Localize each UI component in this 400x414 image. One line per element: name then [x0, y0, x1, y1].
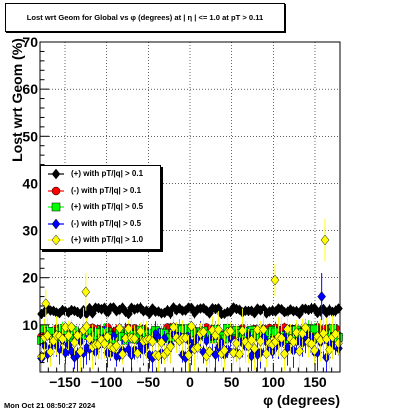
series-4-point	[205, 346, 214, 358]
series-4-point	[82, 321, 91, 332]
series-4-point	[148, 336, 157, 347]
timestamp: Mon Oct 21 08:50:27 2024	[4, 401, 96, 410]
x-tick-label-3: 0	[186, 374, 194, 390]
y-tick-label-3: 40	[22, 175, 38, 191]
legend-label-2: (+) with pT/|q| > 0.5	[71, 202, 144, 211]
legend-entry-1: (-) with pT/|q| > 0.1	[41, 183, 160, 199]
legend-marker-4	[48, 234, 64, 246]
series-4-point	[130, 333, 139, 344]
y-tick-label-5: 60	[22, 81, 38, 97]
x-tick-label-2: −50	[136, 374, 160, 390]
series-4-spike-point-1	[270, 274, 280, 286]
series-4-point	[277, 332, 286, 344]
series-4-spike-point-3	[81, 286, 91, 298]
legend-marker-2	[48, 202, 64, 212]
series-4-spike-point-0	[320, 234, 330, 246]
legend-label-1: (-) with pT/|q| > 0.1	[71, 185, 142, 195]
x-tick-label-0: −150	[49, 374, 81, 390]
series-4-point	[259, 324, 268, 335]
series-4	[37, 218, 343, 372]
series-4-point	[295, 345, 304, 357]
y-tick-label-6: 70	[22, 34, 38, 50]
y-tick-label-1: 20	[22, 270, 38, 286]
x-axis-label: φ (degrees)	[263, 392, 340, 408]
series-4-point	[166, 341, 175, 352]
x-tick-label-4: 50	[224, 374, 240, 390]
legend-entry-3: (-) with pT/|q| > 0.5	[41, 216, 160, 232]
legend-marker-0	[48, 168, 64, 180]
legend-entry-0: (+) with pT/|q| > 0.1	[41, 166, 160, 182]
legend-entry-4: (+) with pT/|q| > 1.0	[41, 232, 160, 248]
x-tick-label-6: 150	[303, 374, 327, 390]
series-4-point	[199, 326, 208, 338]
series-0	[37, 302, 343, 320]
legend-marker-3	[48, 218, 64, 229]
legend-label-0: (+) with pT/|q| > 0.1	[71, 169, 144, 178]
series-4-point	[226, 325, 235, 337]
legend-marker-1	[48, 186, 64, 195]
x-tick-label-5: 100	[262, 374, 286, 390]
series-4-point	[184, 349, 193, 361]
legend-label-4: (+) with pT/|q| > 1.0	[71, 235, 144, 244]
series-4-point	[280, 348, 289, 360]
series-4-point	[118, 348, 127, 360]
legend-entry-2: (+) with pT/|q| > 0.5	[41, 199, 160, 215]
chart-title-text: Lost wrt Geom for Global vs φ (degrees) …	[26, 13, 264, 22]
series-2-point	[310, 324, 319, 334]
legend: (+) with pT/|q| > 0.1 (-) with pT/|q| > …	[40, 165, 161, 250]
y-tick-label-4: 50	[22, 128, 38, 144]
series-4-point	[214, 324, 223, 336]
series-4-point	[67, 321, 76, 333]
legend-symbol-1	[51, 186, 61, 195]
legend-symbol-4	[51, 234, 61, 246]
series-4-point	[250, 343, 259, 354]
y-tick-label-0: 10	[22, 317, 38, 333]
series-4-point	[43, 330, 52, 341]
series-4-point	[301, 322, 310, 334]
x-tick-label-1: −100	[91, 374, 123, 390]
y-axis-label: Lost wrt Geom (%)	[9, 38, 25, 162]
legend-symbol-2	[51, 202, 61, 212]
series-4-point	[157, 337, 166, 348]
series-4-point	[133, 347, 142, 359]
series-3-spike-point-0	[317, 291, 326, 302]
series-4-point	[112, 340, 121, 352]
series-4-point	[193, 342, 202, 353]
series-4-point	[220, 344, 229, 356]
legend-symbol-0	[51, 168, 61, 180]
series-4-point	[115, 322, 124, 334]
series-4-point	[187, 320, 196, 332]
chart-title: Lost wrt Geom for Global vs φ (degrees) …	[5, 3, 285, 32]
legend-symbol-3	[51, 218, 61, 229]
legend-label-3: (-) with pT/|q| > 0.5	[71, 218, 142, 228]
y-tick-label-2: 30	[22, 223, 38, 239]
